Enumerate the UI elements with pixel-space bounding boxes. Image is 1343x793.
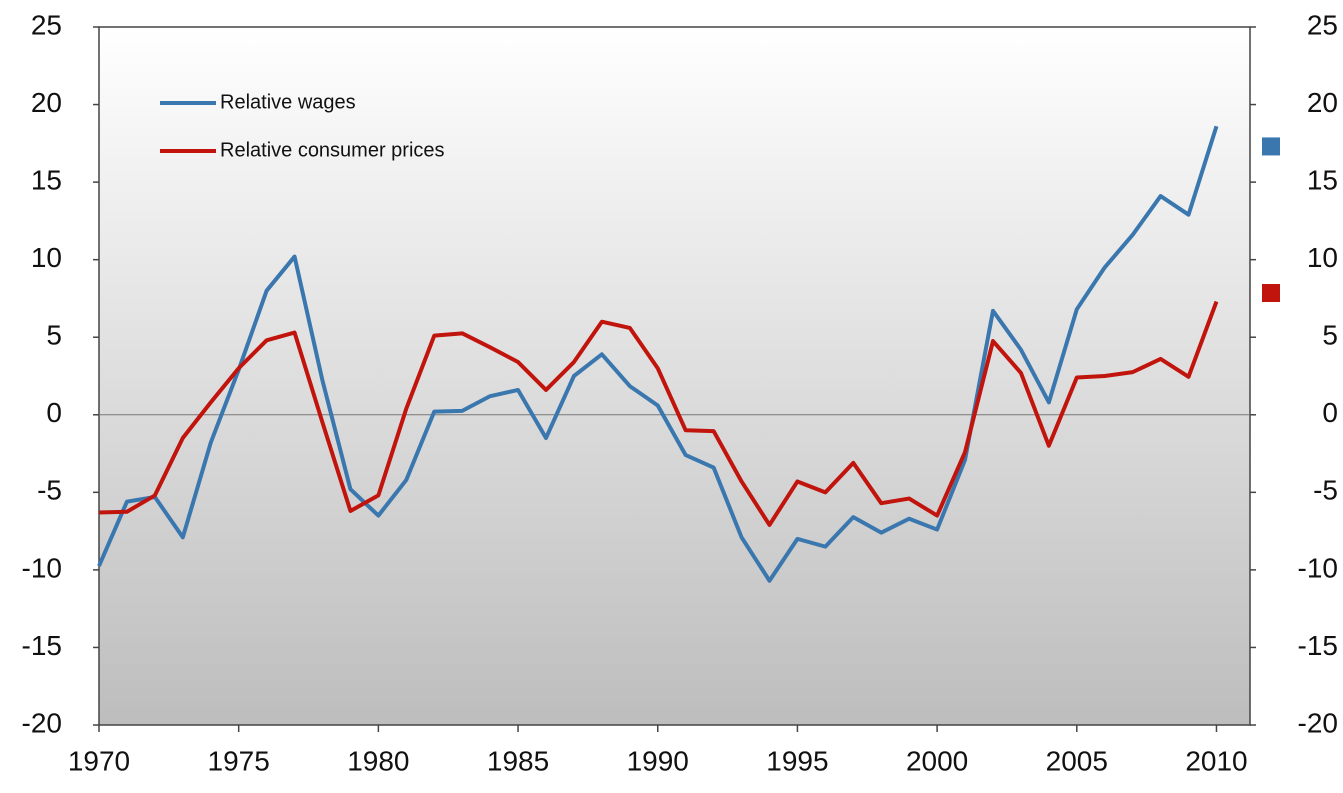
y2-tick-label: 5: [1322, 320, 1338, 351]
series-line: [98, 300, 1219, 527]
y2-tick-label: 20: [1307, 87, 1338, 118]
y-tick-label: 5: [46, 320, 62, 351]
y-tick-label: -10: [22, 552, 62, 583]
y-tick-label: 25: [31, 9, 62, 40]
y2-tick-label: 0: [1322, 397, 1338, 428]
y2-tick-label: -15: [1298, 630, 1338, 661]
legend-label: Relative consumer prices: [220, 139, 445, 161]
y2-tick-label: 25: [1307, 9, 1338, 40]
legend-label: Relative wages: [220, 91, 356, 113]
x-tick-label: 2000: [906, 745, 968, 776]
y2-tick-label: -20: [1298, 707, 1338, 738]
y-tick-label: 0: [46, 397, 62, 428]
x-tick-label: 2005: [1046, 745, 1108, 776]
x-tick-label: 1980: [347, 745, 409, 776]
x-tick-label: 1970: [68, 745, 130, 776]
y2-tick-label: -5: [1313, 475, 1338, 506]
y-tick-label: -5: [37, 475, 62, 506]
x-tick-label: 1995: [766, 745, 828, 776]
y-tick-label: 10: [31, 242, 62, 273]
y-tick-label: 20: [31, 87, 62, 118]
y-tick-label: 15: [31, 165, 62, 196]
x-tick-label: 1985: [487, 745, 549, 776]
x-tick-label: 2010: [1185, 745, 1247, 776]
x-tick-label: 1975: [208, 745, 270, 776]
series-line: [97, 125, 1219, 583]
end-marker: [1262, 137, 1280, 156]
y2-tick-label: 15: [1307, 165, 1338, 196]
x-tick-label: 1990: [627, 745, 689, 776]
y-tick-label: -15: [22, 630, 62, 661]
y-tick-label: -20: [22, 707, 62, 738]
y2-tick-label: 10: [1307, 242, 1338, 273]
end-marker: [1262, 284, 1280, 303]
y2-tick-label: -10: [1298, 552, 1338, 583]
